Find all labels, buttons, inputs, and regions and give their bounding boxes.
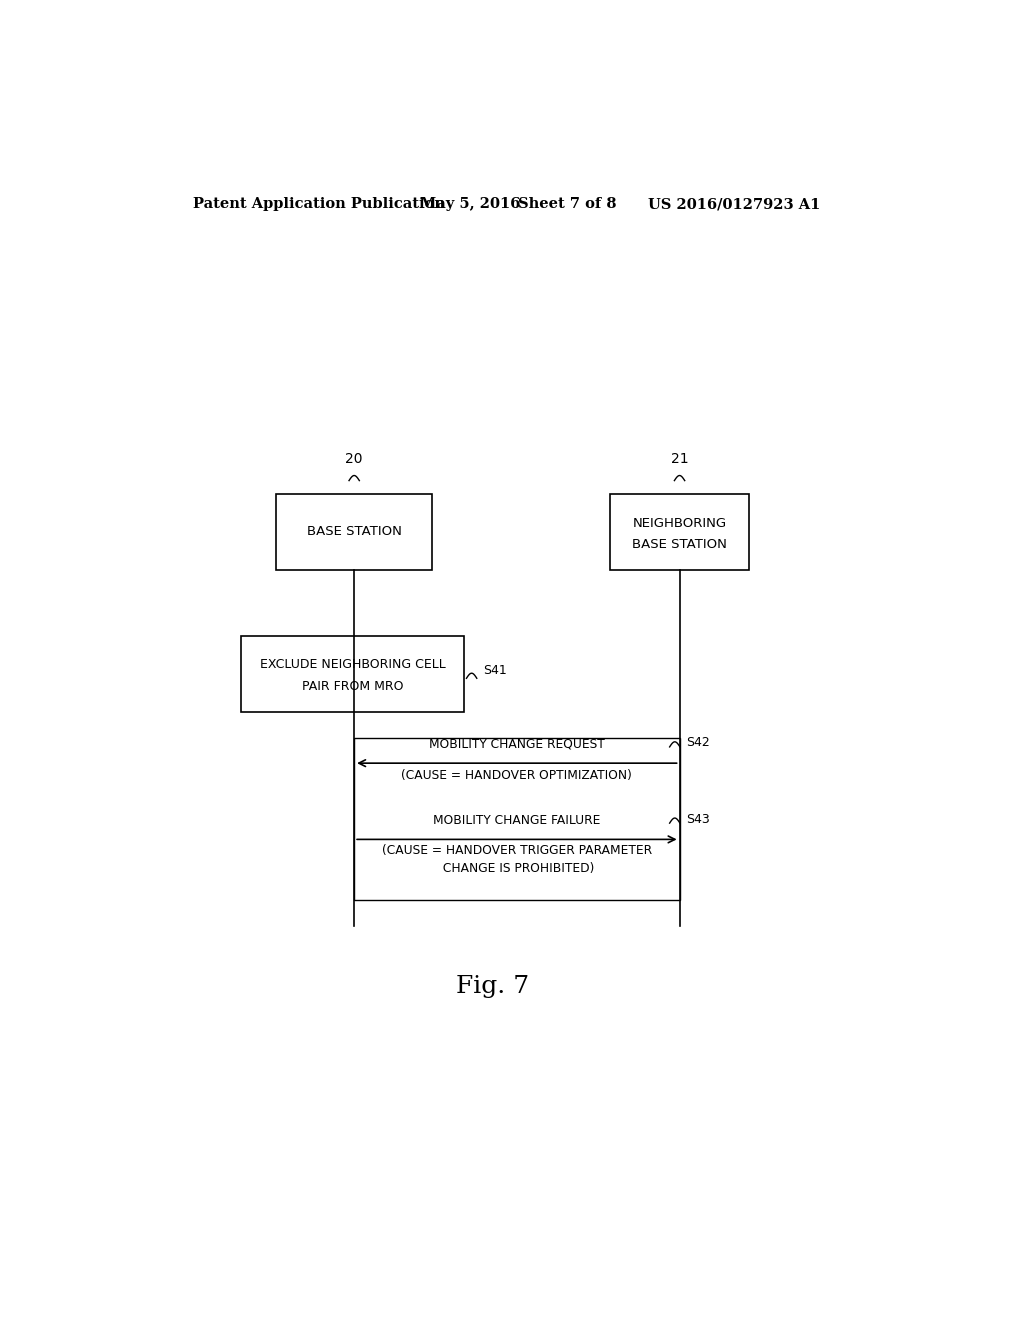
- Bar: [354, 738, 680, 900]
- Text: S42: S42: [686, 737, 710, 750]
- Text: MOBILITY CHANGE REQUEST: MOBILITY CHANGE REQUEST: [429, 738, 605, 751]
- Text: NEIGHBORING: NEIGHBORING: [633, 517, 727, 531]
- Text: EXCLUDE NEIGHBORING CELL: EXCLUDE NEIGHBORING CELL: [260, 657, 445, 671]
- Text: BASE STATION: BASE STATION: [307, 525, 401, 539]
- Text: S43: S43: [686, 813, 710, 825]
- Text: CHANGE IS PROHIBITED): CHANGE IS PROHIBITED): [439, 862, 595, 875]
- Text: May 5, 2016: May 5, 2016: [420, 197, 520, 211]
- Text: Fig. 7: Fig. 7: [457, 975, 529, 998]
- Text: S41: S41: [482, 664, 507, 677]
- Text: MOBILITY CHANGE FAILURE: MOBILITY CHANGE FAILURE: [433, 814, 600, 828]
- Text: (CAUSE = HANDOVER TRIGGER PARAMETER: (CAUSE = HANDOVER TRIGGER PARAMETER: [382, 845, 652, 858]
- Text: Patent Application Publication: Patent Application Publication: [194, 197, 445, 211]
- Text: BASE STATION: BASE STATION: [632, 537, 727, 550]
- Bar: [609, 494, 750, 570]
- Text: 20: 20: [345, 453, 362, 466]
- Text: PAIR FROM MRO: PAIR FROM MRO: [302, 680, 403, 693]
- Bar: [276, 494, 432, 570]
- Text: (CAUSE = HANDOVER OPTIMIZATION): (CAUSE = HANDOVER OPTIMIZATION): [401, 770, 632, 783]
- Text: 21: 21: [671, 453, 688, 466]
- Text: US 2016/0127923 A1: US 2016/0127923 A1: [648, 197, 820, 211]
- Bar: [242, 636, 464, 713]
- Text: Sheet 7 of 8: Sheet 7 of 8: [518, 197, 616, 211]
